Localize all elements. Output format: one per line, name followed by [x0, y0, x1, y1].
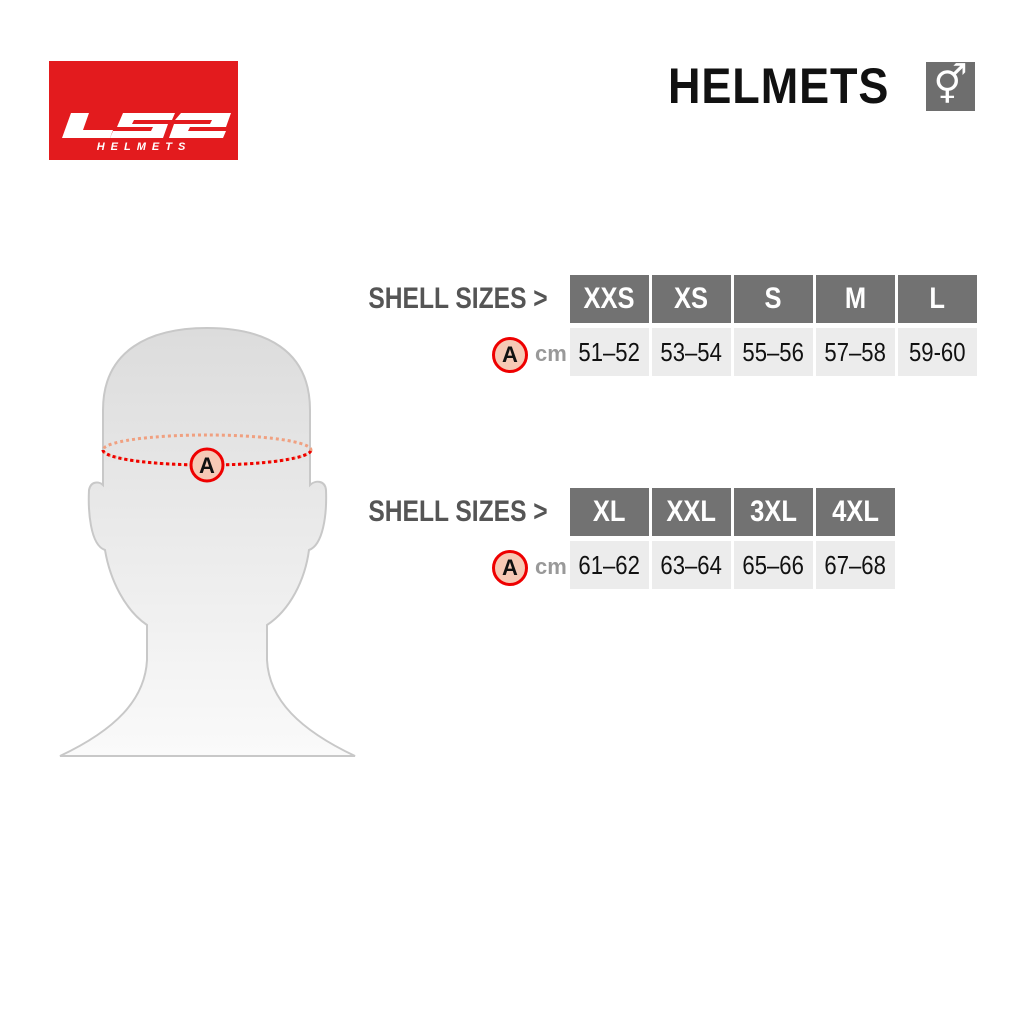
size-header-cell: L [898, 275, 977, 323]
size-value-cell: 63–64 [652, 541, 731, 589]
size-header-cell: M [816, 275, 895, 323]
size-value-cell: 61–62 [570, 541, 649, 589]
ls2-helmets-logo: HELMETS [49, 61, 238, 160]
size-value-cell: 57–58 [816, 328, 895, 376]
measure-marker-a: A [492, 337, 528, 373]
measure-marker-label: A [199, 453, 215, 478]
size-header-cell: XL [570, 488, 649, 536]
size-header-cell: S [734, 275, 813, 323]
measure-marker-a: A [492, 550, 528, 586]
size-value-cell: 51–52 [570, 328, 649, 376]
size-header-cell: 3XL [734, 488, 813, 536]
size-value-cell: 67–68 [816, 541, 895, 589]
shell-sizes-label: SHELL SIZES > [368, 495, 548, 528]
measure-marker-a [189, 447, 225, 483]
head-diagram: A [55, 320, 365, 770]
logo-subtext: HELMETS [97, 141, 192, 153]
size-value-cell: 65–66 [734, 541, 813, 589]
size-header-cell: XXL [652, 488, 731, 536]
size-header-cell: XXS [570, 275, 649, 323]
shell-sizes-label: SHELL SIZES > [368, 282, 548, 315]
unit-label: cm [535, 554, 567, 579]
size-value-cell: 59-60 [898, 328, 977, 376]
size-value-cell: 53–54 [652, 328, 731, 376]
size-header-cell: 4XL [816, 488, 895, 536]
size-header-cell: XS [652, 275, 731, 323]
page-title: HELMETS [668, 58, 890, 114]
unisex-gender-icon: ⚥ [926, 62, 975, 111]
size-value-cell: 55–56 [734, 328, 813, 376]
unit-label: cm [535, 341, 567, 366]
